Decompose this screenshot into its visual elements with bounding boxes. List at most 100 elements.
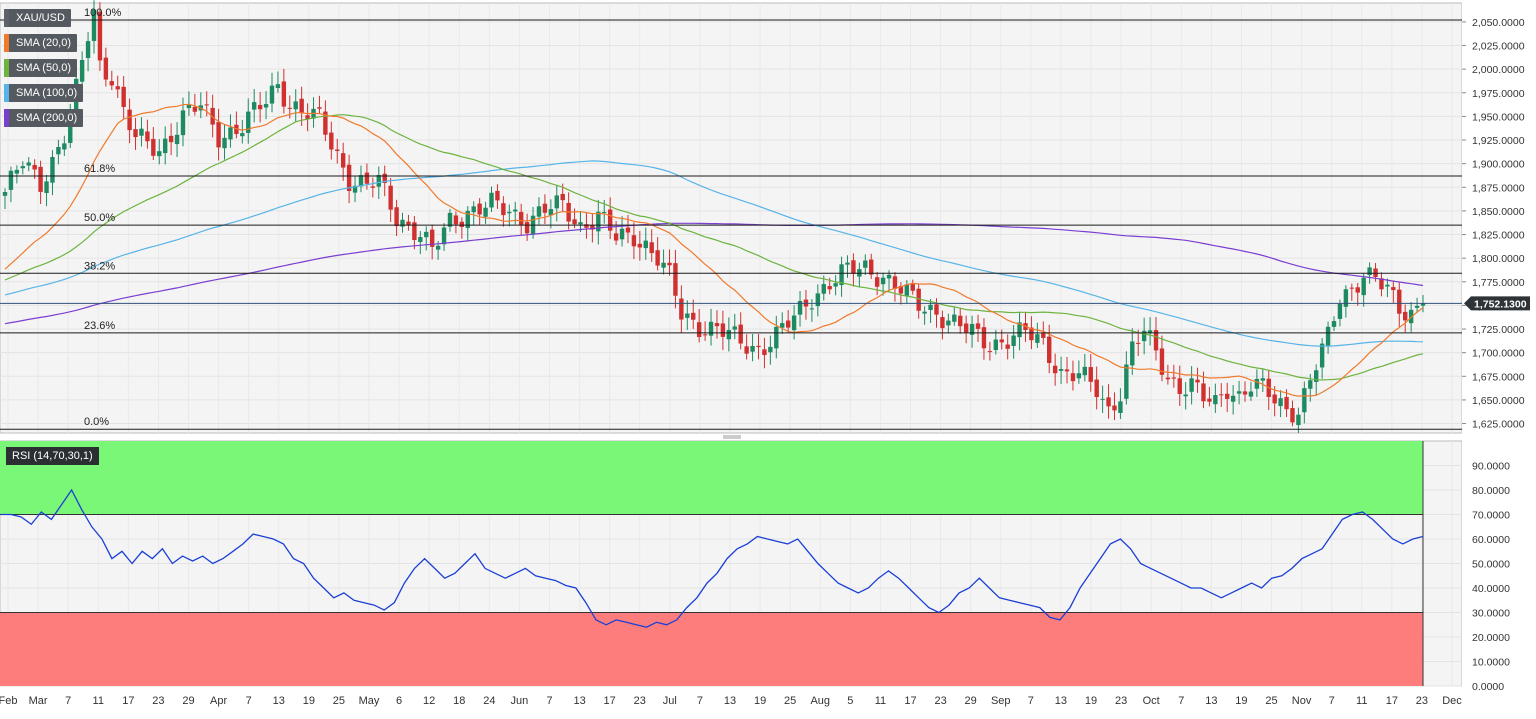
candle-body: [145, 131, 150, 142]
candle: [542, 194, 548, 225]
candle-body: [1201, 383, 1206, 402]
rsi-tick-label: 40.0000: [1472, 583, 1510, 595]
candle: [619, 216, 625, 247]
candle-body: [625, 227, 631, 233]
candle-body: [999, 339, 1004, 343]
price-tick-label: 1,800.0000: [1472, 253, 1525, 265]
candle-body: [904, 284, 910, 296]
candle-body: [1005, 344, 1010, 349]
candle-body: [1183, 394, 1188, 397]
candle: [940, 310, 945, 340]
candle-body: [127, 109, 132, 131]
candle: [1153, 317, 1159, 361]
candle: [240, 119, 245, 144]
candle-body: [216, 122, 221, 148]
candle: [364, 163, 370, 190]
candle: [418, 231, 423, 255]
x-tick-label: Jul: [663, 695, 677, 707]
candle-body: [536, 206, 542, 217]
candle: [815, 284, 821, 317]
candle-body: [335, 149, 340, 152]
candle-body: [1355, 287, 1360, 293]
x-tick-label: 19: [1085, 695, 1097, 707]
current-price-label: 1,752.1300: [1474, 298, 1527, 310]
candle-body: [1314, 370, 1319, 382]
axis-gutter: [1462, 0, 1536, 714]
candle: [85, 32, 91, 72]
candle-body: [1195, 379, 1200, 383]
candle-body: [489, 192, 494, 208]
candle-body: [958, 315, 963, 327]
candle-body: [661, 262, 666, 268]
candle: [1011, 325, 1016, 359]
candle: [863, 254, 868, 275]
candle: [453, 211, 459, 234]
legend-sma20[interactable]: SMA (20,0): [4, 34, 78, 52]
candle: [958, 308, 963, 334]
price-tick-label: 1,950.0000: [1472, 111, 1525, 123]
candle-body: [1403, 311, 1408, 321]
price-panel-bg: [0, 2, 1463, 434]
candle: [1112, 392, 1117, 421]
candle-body: [1177, 378, 1182, 394]
legend-sma100[interactable]: SMA (100,0): [4, 84, 84, 102]
candle: [993, 329, 999, 355]
candle: [495, 184, 500, 209]
candle-body: [963, 323, 969, 333]
legend-symbol[interactable]: XAU/USD: [4, 9, 71, 27]
candle-body: [388, 185, 393, 210]
candle-body: [774, 326, 779, 349]
candle: [139, 117, 144, 147]
x-tick-label: 23: [1416, 695, 1428, 707]
fib-label: 38.2%: [84, 260, 115, 272]
candle: [471, 201, 476, 225]
candle-body: [281, 81, 287, 107]
candle-body: [1088, 367, 1093, 382]
candle-body: [750, 345, 755, 352]
legend-sma200[interactable]: SMA (200,0): [4, 109, 84, 127]
candle: [560, 183, 565, 212]
candle-body: [1207, 398, 1212, 402]
candle-body: [1391, 287, 1396, 291]
candle: [275, 71, 281, 93]
x-tick-label: 25: [1265, 695, 1277, 707]
candle-body: [174, 134, 180, 145]
sma20-line: [4, 103, 1424, 397]
candle: [186, 91, 192, 116]
candle: [222, 124, 227, 160]
x-tick-label: 23: [152, 695, 164, 707]
candle-body: [1296, 414, 1301, 426]
rsi-tick-label: 80.0000: [1472, 485, 1510, 497]
candle-body: [228, 127, 233, 140]
candle: [1414, 297, 1420, 314]
candle: [768, 335, 773, 365]
x-tick-label: 13: [1205, 695, 1217, 707]
candle-body: [186, 104, 192, 109]
candle-body: [85, 41, 91, 58]
candle-body: [542, 203, 548, 213]
candle: [969, 315, 975, 348]
candle: [388, 177, 393, 223]
candle: [2, 188, 8, 210]
candle: [38, 160, 43, 205]
candle-body: [483, 207, 488, 217]
candle: [1302, 381, 1307, 424]
candle-body: [376, 174, 381, 187]
candle: [708, 308, 714, 346]
candle: [791, 305, 797, 340]
candle-body: [1076, 373, 1082, 379]
legend-sma50[interactable]: SMA (50,0): [4, 59, 78, 77]
candle-body: [1337, 304, 1343, 319]
candle: [97, 2, 103, 71]
candle: [133, 117, 138, 150]
candle: [987, 341, 993, 361]
rsi-label[interactable]: RSI (14,70,30,1): [6, 447, 99, 465]
candle-body: [240, 133, 245, 137]
candle-body: [1290, 408, 1295, 423]
candle-body: [590, 224, 595, 230]
candle-body: [459, 221, 465, 228]
candle-body: [299, 98, 304, 113]
candle: [400, 212, 405, 233]
